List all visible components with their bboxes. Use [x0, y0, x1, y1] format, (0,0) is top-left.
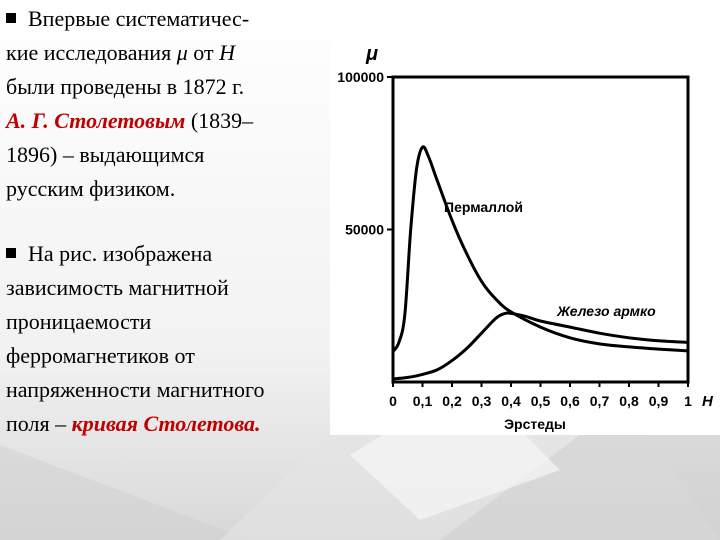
paragraph-1: Впервые систематичес- кие исследования μ…: [6, 2, 336, 206]
x-tick-label: 0,4: [501, 393, 521, 409]
x-tick-label: 0,8: [619, 393, 639, 409]
chart-panel: μ 50000 100000 0 0,1 0,2 0,3 0,4 0,5 0,6 0,7 0,8 0…: [330, 40, 720, 435]
series-group: [391, 145, 689, 381]
p2-line-5: напряженности магнитного: [6, 377, 265, 402]
x-tick-label: 0,2: [442, 393, 462, 409]
x-tick-label: 0,9: [649, 393, 669, 409]
series-line-permalloy: [391, 145, 689, 353]
y-tick-label: 100000: [337, 69, 384, 85]
p2-line-4: ферромагнетиков от: [6, 343, 195, 368]
p1-line-2: кие исследования: [6, 40, 177, 65]
bullet-square-icon: [6, 248, 16, 258]
h-symbol: Н: [219, 40, 235, 65]
x-ticks-group: 0 0,1 0,2 0,3 0,4 0,5 0,6 0,7 0,8 0,9 1: [389, 382, 692, 409]
y-axis-label: μ: [365, 43, 378, 65]
x-tick-label: 0,5: [531, 393, 551, 409]
p2-line-3: проницаемости: [6, 309, 152, 334]
p2-line-2: зависимость магнитной: [6, 275, 229, 300]
p1-line-6: русским физиком.: [6, 176, 176, 201]
p1-line-1: Впервые систематичес-: [28, 6, 250, 31]
stoletov-name: А. Г. Столетовым: [6, 108, 186, 133]
x-tick-label: 1: [684, 393, 692, 409]
x-tick-label: 0,7: [590, 393, 610, 409]
plot-frame: [391, 75, 690, 384]
series-label-permalloy: Пермаллой: [444, 199, 523, 215]
p1-line-5: 1896) – выдающимся: [6, 142, 205, 167]
paragraph-2: На рис. изображена зависимость магнитной…: [6, 237, 336, 441]
x-axis-label: Эрстеды: [504, 416, 566, 432]
y-ticks-group: 50000 100000: [337, 69, 393, 238]
x-tick-label: 0,6: [560, 393, 580, 409]
p2-line-6: поля –: [6, 411, 72, 436]
y-tick-label: 50000: [345, 222, 384, 238]
x-tick-label: 0: [389, 393, 397, 409]
p2-line-1: На рис. изображена: [28, 241, 213, 266]
x-tick-label: 0,3: [472, 393, 492, 409]
x-axis-symbol: Н: [702, 393, 714, 410]
description-text: Впервые систематичес- кие исследования μ…: [6, 2, 336, 441]
p1-line-3: были проведены в 1872 г.: [6, 74, 245, 99]
x-tick-label: 0,1: [413, 393, 433, 409]
mu-symbol: μ: [176, 40, 188, 65]
series-label-armco-iron: Железо армко: [556, 303, 656, 319]
series-line-armco-iron: [392, 311, 689, 381]
from-word: от: [187, 40, 220, 65]
bullet-square-icon: [6, 13, 16, 23]
stoletov-curve-highlight: кривая Столетова.: [71, 411, 261, 436]
birth-year: (1839–: [185, 108, 254, 133]
